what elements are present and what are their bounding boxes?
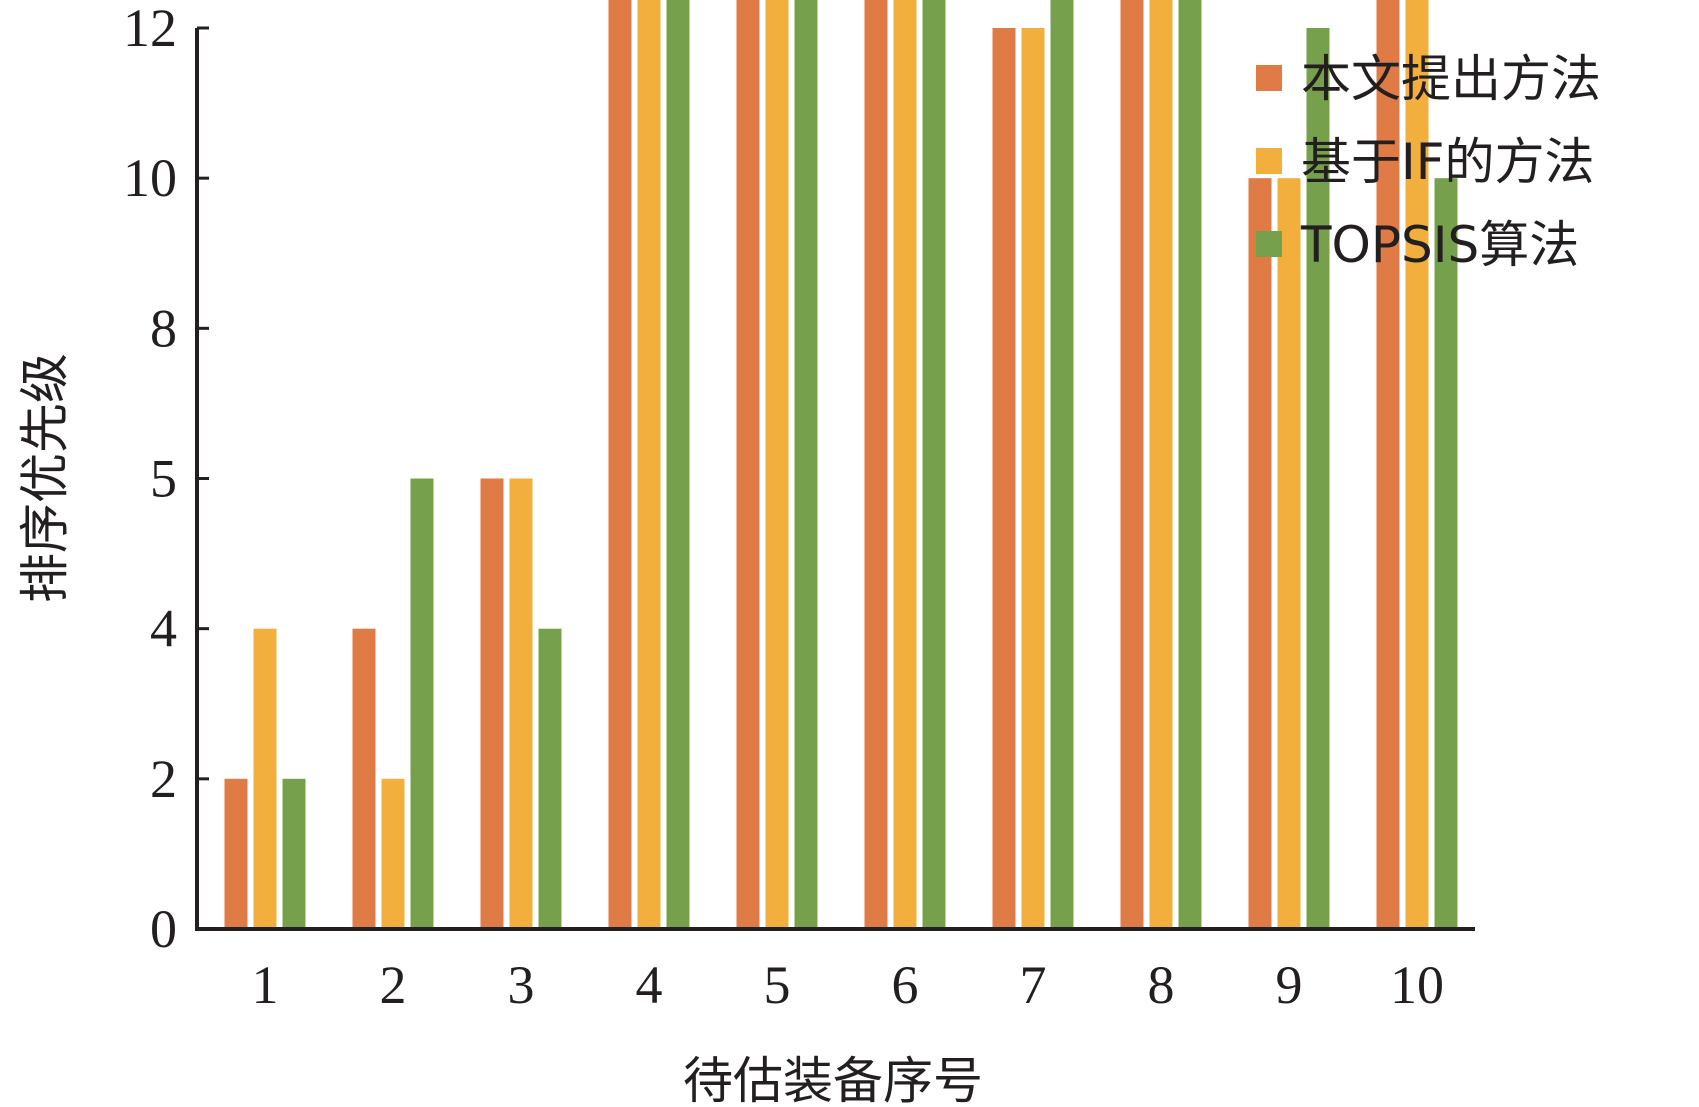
bar-1-series-2 xyxy=(253,628,277,929)
x-tick-label: 3 xyxy=(508,955,535,1015)
bar-8-series-2 xyxy=(1149,0,1173,929)
bar-7-series-2 xyxy=(1021,28,1045,929)
x-tick-label: 10 xyxy=(1390,955,1444,1015)
x-tick-label: 6 xyxy=(892,955,919,1015)
bar-4-series-2 xyxy=(637,0,661,929)
bar-6-series-1 xyxy=(864,0,888,929)
bar-3-series-1 xyxy=(480,478,504,929)
bar-2-series-3 xyxy=(410,478,434,929)
bar-9-series-2 xyxy=(1277,178,1301,929)
legend-label-3: TOPSIS算法 xyxy=(1300,216,1579,274)
x-tick-label: 1 xyxy=(252,955,279,1015)
bar-2-series-1 xyxy=(352,628,376,929)
bar-5-series-2 xyxy=(765,0,789,929)
bar-3-series-3 xyxy=(538,628,562,929)
y-tick-label: 12 xyxy=(123,0,177,58)
legend-label-2: 基于IF的方法 xyxy=(1301,133,1595,191)
bar-4-series-1 xyxy=(608,0,632,929)
y-ticks: 0 2 4 5 8 10 12 xyxy=(123,0,209,959)
bar-3-series-2 xyxy=(509,478,533,929)
x-tick-label: 2 xyxy=(380,955,407,1015)
y-tick-label: 0 xyxy=(150,899,177,959)
bar-8-series-1 xyxy=(1120,0,1144,930)
bar-1-series-3 xyxy=(282,778,306,929)
bar-9-series-3 xyxy=(1306,28,1330,929)
bar-9-series-1 xyxy=(1248,178,1272,929)
bar-10-series-1 xyxy=(1376,0,1400,929)
y-tick-label: 5 xyxy=(150,449,177,509)
bar-6-series-3 xyxy=(922,0,946,929)
legend-swatch-2 xyxy=(1256,148,1282,174)
legend-swatch-3 xyxy=(1256,231,1282,257)
y-axis-title: 排序优先级 xyxy=(16,353,74,603)
x-axis-title: 待估装备序号 xyxy=(683,1052,983,1107)
bar-5-series-1 xyxy=(736,0,760,929)
bars-layer xyxy=(224,0,1458,930)
bar-2-series-2 xyxy=(381,778,405,929)
x-tick-label: 9 xyxy=(1276,955,1303,1015)
bar-1-series-1 xyxy=(224,778,248,929)
bar-7-series-3 xyxy=(1050,0,1074,929)
y-tick-label: 10 xyxy=(123,148,177,208)
x-tick-label: 7 xyxy=(1020,955,1047,1015)
bar-10-series-3 xyxy=(1434,178,1458,929)
legend-swatch-1 xyxy=(1256,65,1282,91)
legend-label-1: 本文提出方法 xyxy=(1301,50,1601,108)
bar-5-series-3 xyxy=(794,0,818,929)
bar-7-series-1 xyxy=(992,28,1016,929)
y-tick-label: 8 xyxy=(150,298,177,358)
x-tick-label: 4 xyxy=(636,955,663,1015)
bar-8-series-3 xyxy=(1178,0,1202,930)
bar-6-series-2 xyxy=(893,0,917,930)
x-tick-label: 8 xyxy=(1148,955,1175,1015)
bar-4-series-3 xyxy=(666,0,690,929)
y-tick-label: 4 xyxy=(150,599,177,659)
bar-10-series-2 xyxy=(1405,0,1429,929)
x-tick-label: 5 xyxy=(764,955,791,1015)
y-tick-label: 2 xyxy=(150,749,177,809)
x-ticks: 1 2 3 4 5 6 7 8 9 10 xyxy=(252,955,1445,1015)
